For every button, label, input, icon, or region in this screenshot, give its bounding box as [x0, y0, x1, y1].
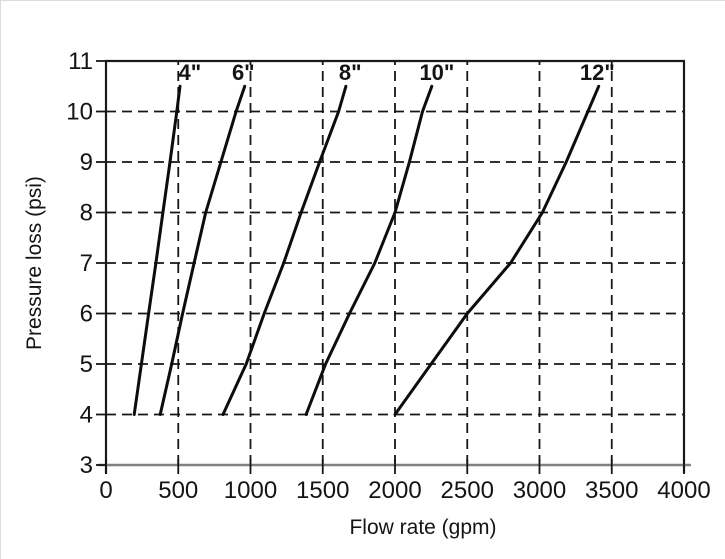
x-tick-label: 500 [158, 477, 198, 504]
y-tick-label: 4 [80, 402, 93, 429]
curve-label-4in: 4" [178, 60, 201, 85]
x-tick-label: 0 [99, 477, 112, 504]
x-tick-label: 1500 [296, 477, 349, 504]
curve-label-10in: 10" [419, 60, 454, 85]
y-tick-label: 7 [80, 250, 93, 277]
y-tick-label: 9 [80, 149, 93, 176]
y-tick-label: 10 [66, 99, 93, 126]
curve-label-12in: 12" [580, 60, 615, 85]
curve-6in [158, 84, 247, 416]
curve-12in [393, 84, 601, 416]
x-axis-title: Flow rate (gpm) [349, 516, 497, 539]
y-tick-label: 5 [80, 351, 93, 378]
curve-label-8in: 8" [339, 60, 362, 85]
y-tick-label: 6 [80, 301, 93, 328]
curve-10in [304, 84, 434, 416]
x-tick-label: 1000 [224, 477, 277, 504]
x-tick-label: 2500 [441, 477, 494, 504]
y-tick-label: 3 [80, 452, 93, 479]
curve-4in [132, 84, 182, 416]
x-tick-label: 3000 [513, 477, 566, 504]
curve-label-6in: 6" [232, 60, 255, 85]
x-tick-label: 3500 [585, 477, 638, 504]
x-tick-label: 2000 [368, 477, 421, 504]
y-tick-label: 8 [80, 200, 93, 227]
curve-8in [221, 84, 348, 416]
x-tick-label: 4000 [657, 477, 710, 504]
y-axis-title: Pressure loss (psi) [23, 176, 46, 350]
y-tick-label: 11 [68, 48, 93, 75]
